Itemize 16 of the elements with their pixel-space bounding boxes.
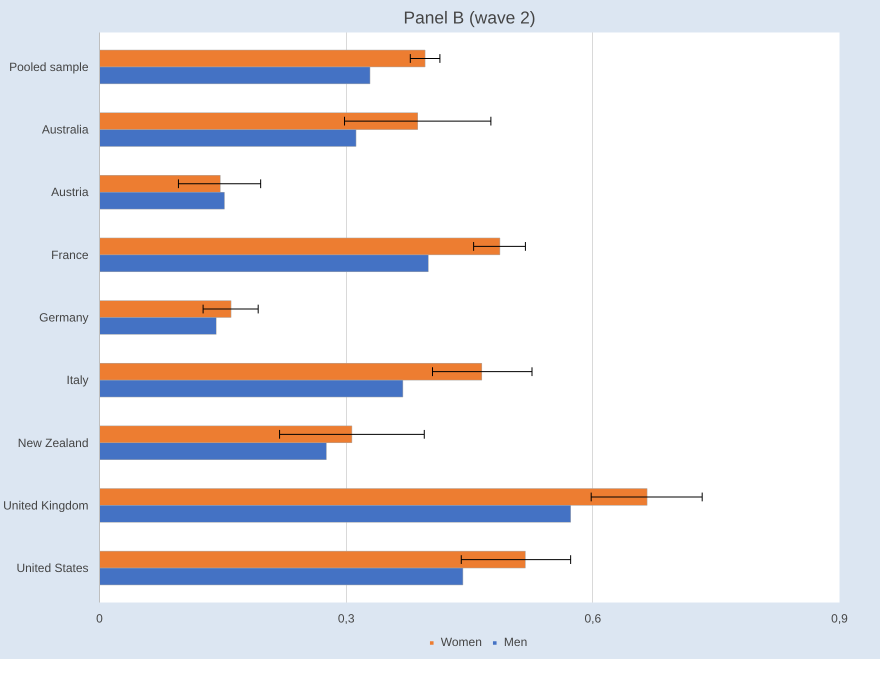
y-tick-label: France xyxy=(51,248,89,262)
y-tick-label: Austria xyxy=(51,185,89,200)
y-tick-label: New Zealand xyxy=(18,436,89,450)
legend-label: Men xyxy=(504,635,528,649)
chart-title: Panel B (wave 2) xyxy=(404,8,536,28)
y-tick-label: United Kingdom xyxy=(3,498,89,512)
x-tick-label: 0,6 xyxy=(584,612,602,626)
legend-label: Women xyxy=(440,635,482,649)
y-tick-label: Germany xyxy=(39,310,89,324)
y-tick-label: United States xyxy=(16,561,89,576)
x-tick-label: 0,9 xyxy=(831,612,848,626)
y-tick-label: Pooled sample xyxy=(9,60,89,74)
x-tick-label: 0 xyxy=(96,612,104,626)
x-tick-label: 0,3 xyxy=(338,612,355,626)
y-tick-label: Australia xyxy=(42,122,89,137)
y-tick-label: Italy xyxy=(66,373,89,388)
